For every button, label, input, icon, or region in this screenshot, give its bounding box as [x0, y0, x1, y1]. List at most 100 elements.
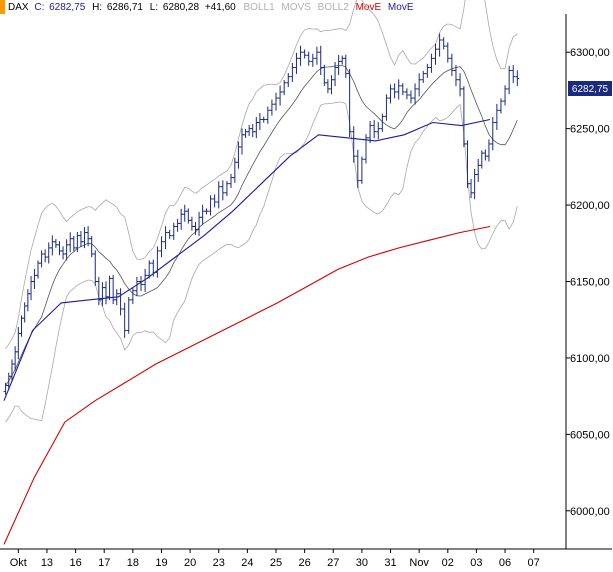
y-tick-label: 6050,00	[570, 429, 610, 441]
y-tick-label: 6000,00	[570, 506, 610, 518]
ohlc-bar	[400, 83, 405, 96]
header-low: 6280,28	[163, 2, 200, 13]
ohlc-bar	[507, 65, 512, 95]
ohlc-bar	[445, 42, 450, 63]
ohlc-bar	[421, 70, 426, 83]
ohlc-bar	[363, 134, 368, 164]
ohlc-bar	[167, 229, 172, 239]
x-tick-label: Nov	[409, 557, 429, 569]
ema-short-line	[3, 118, 491, 401]
ohlc-bar	[359, 156, 364, 184]
ohlc-bar	[413, 83, 418, 105]
ohlc-bar	[441, 37, 446, 50]
ohlc-bar	[408, 90, 413, 104]
ohlc-bar	[212, 194, 217, 208]
ohlc-bar	[200, 204, 205, 225]
ohlc-bar	[298, 45, 303, 66]
ohlc-bar	[486, 139, 491, 162]
ohlc-bar	[310, 53, 315, 67]
y-tick-label: 6150,00	[570, 277, 610, 289]
ohlc-bar	[155, 246, 160, 278]
header-close-label: C:	[34, 2, 44, 13]
ohlc-bar	[351, 126, 356, 163]
ohlc-bar	[163, 226, 168, 250]
ohlc-bar	[134, 276, 139, 297]
ohlc-bar	[282, 80, 287, 96]
ohlc-bar	[417, 73, 422, 97]
y-axis: 6300,00 6250,00 6200,00 6150,00 6100,00 6050,…	[565, 14, 610, 549]
header-symbol: DAX	[8, 2, 29, 13]
ohlc-bar	[220, 180, 225, 201]
x-tick-label: 27	[327, 557, 339, 569]
indicator-move-red[interactable]: MovE	[356, 2, 382, 13]
ohlc-bar	[458, 73, 463, 97]
plot-area[interactable]	[3, 0, 520, 545]
header-high-label: H:	[92, 2, 102, 13]
ohlc-bar	[306, 51, 311, 66]
x-tick-label: 17	[98, 557, 110, 569]
ohlc-bar	[257, 113, 262, 131]
ohlc-bar	[269, 99, 274, 116]
indicator-boll1[interactable]: BOLL1	[244, 2, 276, 13]
ohlc-bar	[355, 149, 360, 189]
ohlc-bar	[208, 195, 213, 216]
ohlc-bar	[376, 122, 381, 140]
ohlc-bar	[498, 98, 503, 114]
ohlc-bar	[347, 69, 352, 138]
ohlc-bar	[204, 208, 209, 215]
ohlc-bar	[229, 173, 234, 188]
ohlc-bar	[392, 83, 397, 99]
ohlc-bar	[171, 222, 176, 240]
ohlc-bar	[314, 46, 319, 65]
ohlc-bar	[286, 73, 291, 88]
x-tick-label: 26	[299, 557, 311, 569]
x-axis: Okt 13 16 17 18 19 20 23 24 25 26 27 30 31 Nov 02 03 06 07	[0, 548, 612, 569]
x-tick-label: 03	[470, 557, 482, 569]
ohlc-bar	[114, 289, 119, 306]
ohlc-bar	[425, 63, 430, 78]
x-tick-label: 19	[155, 557, 167, 569]
last-price-tag: 6282,75	[568, 81, 612, 96]
ohlc-bar	[290, 62, 295, 83]
x-tick-label: 16	[69, 557, 81, 569]
indicator-movs[interactable]: MOVS	[281, 2, 311, 13]
y-tick-label: 6250,00	[570, 124, 610, 136]
ohlc-bar	[404, 88, 409, 100]
ohlc-bar	[429, 53, 434, 73]
x-tick-label: 25	[270, 557, 282, 569]
header-accent-marker	[0, 0, 5, 14]
header-high: 6286,71	[107, 2, 144, 13]
sma-line	[5, 65, 518, 386]
indicator-boll2[interactable]: BOLL2	[318, 2, 350, 13]
ohlc-bar	[224, 180, 229, 197]
last-price-value: 6282,75	[572, 84, 609, 95]
header-close: 6282,75	[49, 2, 86, 13]
y-tick-label: 6100,00	[570, 353, 610, 365]
ohlc-bar	[368, 121, 373, 144]
ohlc-bar	[380, 113, 385, 132]
x-tick-label: 24	[241, 557, 253, 569]
y-tick-label: 6200,00	[570, 200, 610, 212]
x-tick-label: 02	[442, 557, 454, 569]
x-tick-label: 07	[528, 557, 540, 569]
ohlc-bar	[515, 70, 520, 87]
ohlc-bar	[139, 275, 144, 291]
header-change: +41,60	[205, 2, 236, 13]
ohlc-bar	[343, 54, 348, 78]
ohlc-bar	[122, 302, 127, 338]
svg-text:DAX C: 6282,75: DAX C: 6282,75 H: 6286,71 L: 6280,28 +41…	[8, 2, 414, 13]
ohlc-bar	[216, 181, 221, 209]
ema-long-line	[3, 225, 491, 545]
ohlc-bar	[265, 106, 270, 124]
x-tick-label: 31	[384, 557, 396, 569]
x-tick-label: Okt	[10, 557, 27, 569]
ohlc-bar	[503, 85, 508, 106]
indicator-move-blue[interactable]: MovE	[388, 2, 414, 13]
ohlc-bar	[278, 85, 283, 106]
y-tick-label: 6300,00	[570, 47, 610, 59]
ohlc-bar	[118, 288, 123, 316]
bollinger-upper-band	[5, 0, 518, 350]
ohlc-bar	[294, 52, 299, 74]
x-tick-label: 20	[184, 557, 196, 569]
